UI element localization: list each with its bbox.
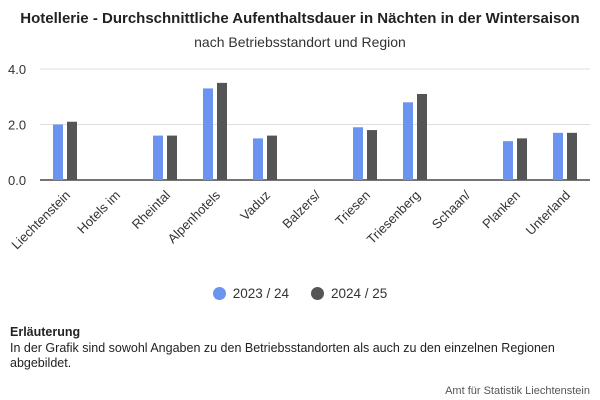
bar-2024 xyxy=(367,130,377,180)
bar-chart: 0.0 2.0 4.0 Liechtenstein Hotels im RheintalA… xyxy=(8,62,590,253)
bar-2024 xyxy=(217,82,227,180)
legend: 2023 / 24 2024 / 25 xyxy=(0,286,600,301)
legend-label-2023: 2023 / 24 xyxy=(232,286,289,301)
chart-subtitle: nach Betriebsstandort und Region xyxy=(194,34,406,50)
legend-item-2023[interactable]: 2023 / 24 xyxy=(212,286,289,301)
x-tick-label: Schaan/ xyxy=(429,187,474,232)
bar-2024 xyxy=(567,132,577,180)
bar-2023 xyxy=(153,135,163,180)
x-tick-label: Balzers/ xyxy=(279,187,323,231)
x-tick-label: Triesen xyxy=(332,188,373,229)
bar-2023 xyxy=(353,127,363,180)
note-text: In der Grafik sind sowohl Angaben zu den… xyxy=(10,341,555,370)
x-tick-label: Alpenhotels xyxy=(164,187,223,246)
legend-swatch-2024 xyxy=(311,287,324,300)
x-tick-label: Vaduz xyxy=(237,188,273,224)
legend-label-2024: 2024 / 25 xyxy=(331,286,388,301)
bar-2023 xyxy=(503,141,513,180)
x-tick-label: Unterland xyxy=(523,188,573,238)
bar-2024 xyxy=(417,93,427,180)
legend-item-2024[interactable]: 2024 / 25 xyxy=(311,286,387,301)
x-tick-label: Rheintal xyxy=(129,187,173,231)
x-tick-label: Hotels im xyxy=(74,188,123,237)
bar-2023 xyxy=(553,132,563,180)
y-tick-label: 4.0 xyxy=(8,62,26,77)
source-credit: Amt für Statistik Liechtenstein xyxy=(445,385,590,397)
bar-2023 xyxy=(53,124,63,180)
x-tick-label: Planken xyxy=(479,188,523,232)
y-tick-label: 0.0 xyxy=(8,173,26,188)
bar-2023 xyxy=(253,138,263,180)
bar-2023 xyxy=(403,102,413,180)
note-heading: Erläuterung xyxy=(10,325,81,339)
bar-2024 xyxy=(167,135,177,180)
chart-title: Hotellerie - Durchschnittliche Aufenthal… xyxy=(20,10,580,27)
legend-swatch-2023 xyxy=(212,287,226,300)
bar-2024 xyxy=(517,138,527,180)
y-tick-label: 2.0 xyxy=(8,118,26,133)
bar-2024 xyxy=(267,135,277,180)
x-tick-label: Liechtenstein xyxy=(8,188,73,253)
bar-2023 xyxy=(203,88,213,180)
bar-2024 xyxy=(67,121,77,180)
x-tick-label: Triesenberg xyxy=(364,188,423,247)
